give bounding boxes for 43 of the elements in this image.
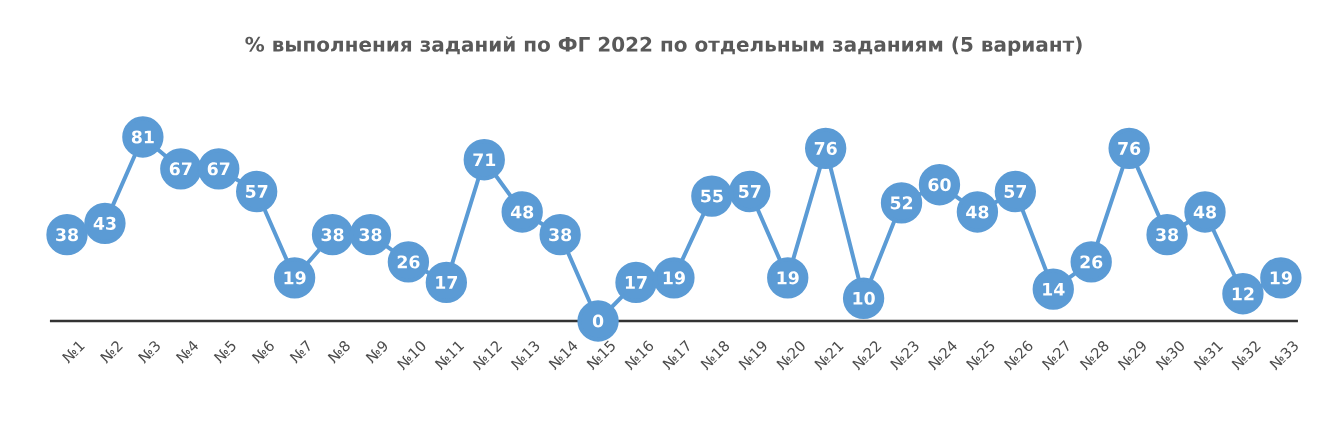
data-label: 19 xyxy=(777,271,799,285)
data-label: 38 xyxy=(56,228,78,242)
data-label: 17 xyxy=(625,276,647,289)
data-label: 14 xyxy=(1043,282,1065,296)
x-tick-label: №7 xyxy=(289,339,310,364)
data-label: 38 xyxy=(1156,228,1179,242)
data-label: 81 xyxy=(131,130,154,144)
x-tick-label: №4 xyxy=(175,340,199,364)
data-label: 52 xyxy=(890,196,913,210)
data-label: 19 xyxy=(1270,271,1292,285)
data-label: 48 xyxy=(1193,205,1216,219)
data-label: 26 xyxy=(397,255,420,269)
data-label: 26 xyxy=(1080,255,1103,269)
data-label: 43 xyxy=(93,216,116,230)
data-label: 0 xyxy=(592,314,604,328)
data-label: 38 xyxy=(321,228,344,242)
chart-title: % выполнения заданий по ФГ 2022 по отдельным заданиям (5 вариант) xyxy=(245,36,1082,56)
data-label: 67 xyxy=(169,162,192,176)
x-tick-label: №8 xyxy=(327,341,350,364)
data-label: 10 xyxy=(853,291,875,305)
data-label: 67 xyxy=(207,162,230,176)
data-label: 19 xyxy=(663,271,685,285)
x-tick-label: №5 xyxy=(213,340,236,364)
x-tick-label: №3 xyxy=(137,341,160,364)
x-tick-label: №2 xyxy=(100,341,123,364)
data-label: 71 xyxy=(473,153,496,167)
data-label: 57 xyxy=(739,185,761,198)
data-label: 17 xyxy=(436,276,458,289)
data-label: 38 xyxy=(359,228,382,242)
data-label: 12 xyxy=(1232,287,1254,301)
x-tick-label: №1 xyxy=(61,341,85,364)
data-label: 76 xyxy=(1118,141,1141,155)
data-label: 55 xyxy=(701,189,723,203)
data-label: 57 xyxy=(245,185,268,198)
data-label: 60 xyxy=(928,178,951,192)
data-label: 48 xyxy=(510,205,534,219)
x-tick-label: №6 xyxy=(251,340,274,364)
data-label: 76 xyxy=(814,141,837,155)
x-tick-label: №9 xyxy=(365,341,388,364)
data-label: 38 xyxy=(549,228,572,242)
data-label: 57 xyxy=(1004,185,1027,198)
data-label: 19 xyxy=(284,271,306,285)
data-label: 48 xyxy=(966,205,989,219)
